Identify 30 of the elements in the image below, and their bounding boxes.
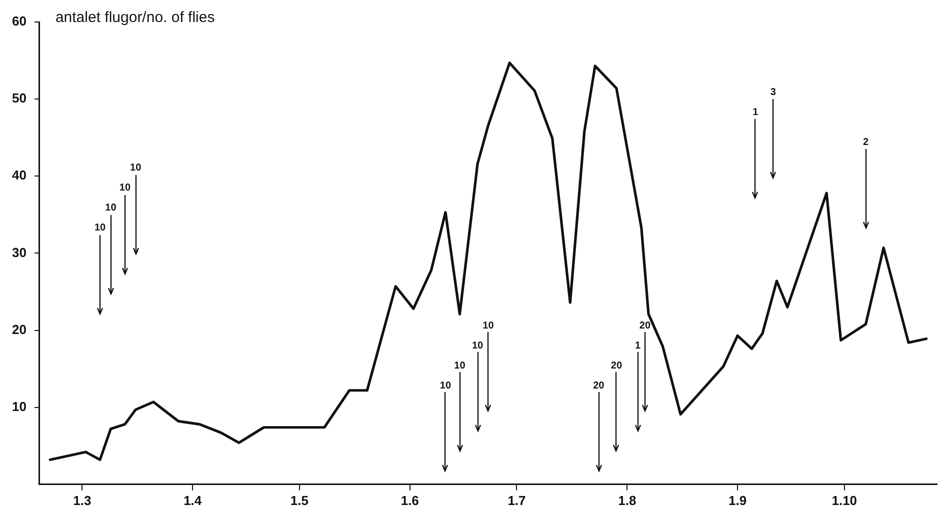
x-tick-label: 1.10 bbox=[832, 492, 858, 508]
y-tick-label: 10 bbox=[12, 398, 26, 414]
x-tick-label: 1.3 bbox=[73, 492, 92, 508]
x-tick-label: 1.8 bbox=[618, 492, 636, 508]
ref-line-label: 10 bbox=[130, 162, 142, 174]
x-tick-label: 1.6 bbox=[400, 492, 419, 508]
ref-line-label: 3 bbox=[770, 87, 776, 98]
ref-line-label: 10 bbox=[454, 360, 466, 372]
y-tick-label: 30 bbox=[12, 244, 26, 260]
ref-line-label: 20 bbox=[610, 360, 622, 372]
x-tick-label: 1.9 bbox=[728, 492, 747, 508]
ref-line-label: 20 bbox=[593, 380, 605, 392]
y-axis-title: antalet flugor/no. of flies bbox=[55, 9, 215, 26]
y-tick-label: 60 bbox=[12, 14, 26, 29]
ref-line-label: 2 bbox=[862, 137, 869, 148]
ref-line-label: 1 bbox=[752, 107, 759, 118]
ref-line-label: 10 bbox=[105, 202, 117, 214]
y-tick-label: 50 bbox=[12, 90, 26, 106]
ref-line-label: 20 bbox=[639, 320, 651, 332]
x-tick-label: 1.7 bbox=[508, 492, 526, 508]
x-tick-label: 1.4 bbox=[184, 492, 202, 508]
ref-line-label: 10 bbox=[94, 222, 106, 234]
ref-line-label: 1 bbox=[635, 340, 642, 352]
ref-line-label: 10 bbox=[482, 320, 494, 332]
ref-line-label: 10 bbox=[119, 182, 131, 194]
y-tick-label: 20 bbox=[12, 322, 26, 337]
ref-line-label: 10 bbox=[472, 340, 484, 352]
y-tick-label: 40 bbox=[12, 168, 26, 183]
x-tick-label: 1.5 bbox=[290, 492, 308, 508]
ref-line-label: 10 bbox=[440, 380, 452, 392]
